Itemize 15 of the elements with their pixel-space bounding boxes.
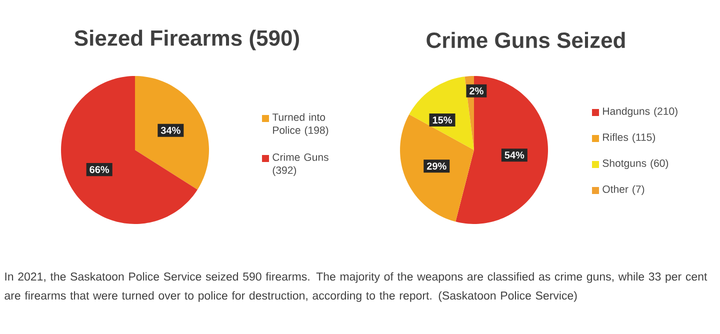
legend-label: Handguns (210) (603, 107, 678, 117)
legend-label: Crime Guns (392) (272, 153, 328, 176)
legend-label: Shotguns (60) (602, 159, 668, 169)
chart-title: Crime Guns Seized (426, 32, 625, 48)
legend-label: Other (7) (602, 185, 644, 195)
text: In 2021, the Saskatoon Police Service seized 590 firearms. The majority of the weapons are classified as crime guns, while 33 per cent are firearms that were turned over to police for destruction, according to the report. (Saskatoon Police Service) (4, 272, 708, 302)
legend-label: Turned into Police (198) (272, 113, 328, 136)
data-label: 2% (470, 87, 484, 94)
data-label: 66% (90, 166, 110, 174)
data-label: 29% (426, 162, 446, 170)
legend-label: Rifles (115) (603, 133, 656, 143)
data-label: 54% (504, 152, 524, 159)
chart-title: Siezed Firearms (590) (74, 30, 299, 50)
data-label: 34% (160, 126, 180, 134)
data-label: 15% (432, 116, 452, 124)
